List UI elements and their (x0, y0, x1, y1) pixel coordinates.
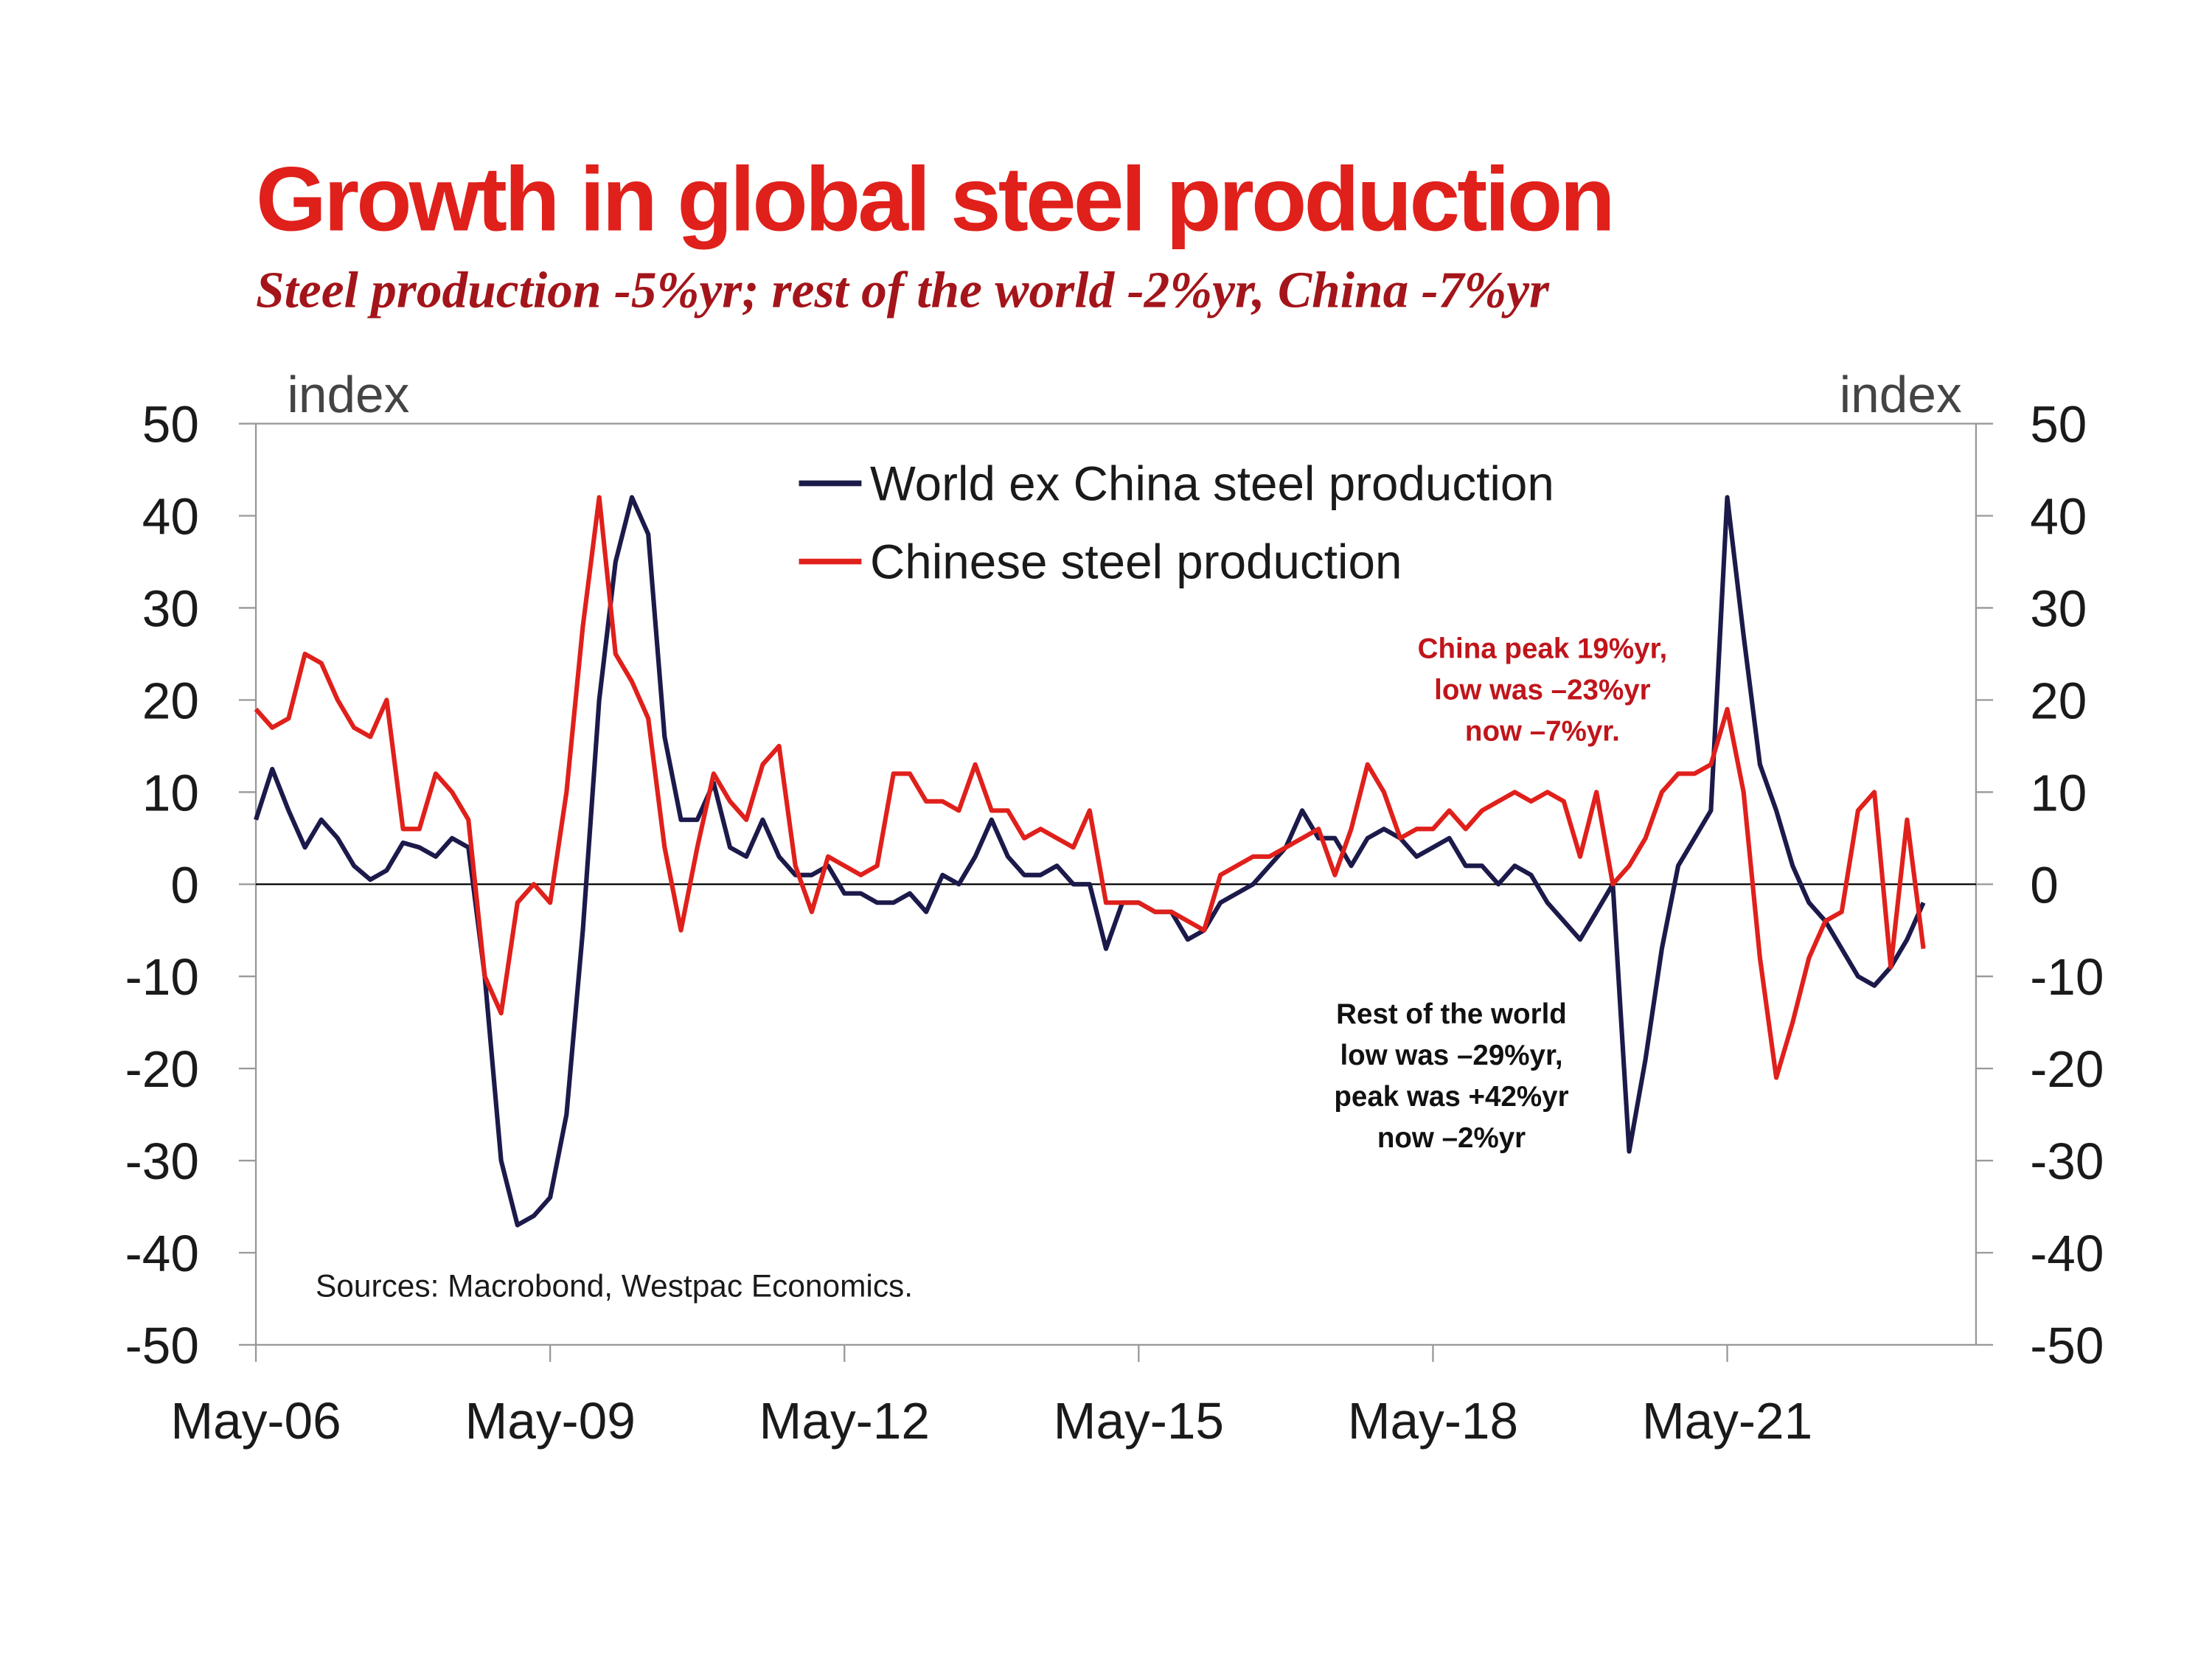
y-tick-label: 0 (170, 856, 199, 914)
y2-tick-label: -30 (2030, 1133, 2104, 1190)
legend-label: Chinese steel production (870, 535, 1402, 589)
series-line (254, 495, 1926, 1080)
y2-tick-label: 50 (2030, 396, 2087, 453)
legend-label: World ex China steel production (870, 457, 1554, 511)
y-tick-label: -30 (125, 1133, 199, 1190)
annotation: Rest of the world (1336, 998, 1567, 1030)
y-tick-label: -20 (125, 1040, 199, 1098)
y-tick-label: 10 (142, 764, 199, 821)
y-tick-label: -50 (125, 1317, 199, 1374)
y2-tick-label: 40 (2030, 488, 2087, 546)
source-note: Sources: Macrobond, Westpac Economics. (316, 1268, 913, 1303)
annotation: China peak 19%yr, (1418, 633, 1668, 665)
y2-tick-label: 10 (2030, 764, 2087, 821)
y2-tick-label: 20 (2030, 672, 2087, 729)
annotation: low was –23%yr (1434, 675, 1651, 706)
chart-subtitle: Steel production -5%yr; rest of the worl… (256, 262, 1550, 319)
y-tick-label: 40 (142, 488, 199, 546)
y2-tick-label: -50 (2030, 1317, 2104, 1374)
x-tick-label: May-18 (1348, 1392, 1518, 1450)
y2-tick-label: 0 (2030, 856, 2059, 914)
annotation: peak was +42%yr (1334, 1081, 1568, 1113)
y2-axis-label: index (1840, 366, 1962, 423)
annotation: now –7%yr. (1465, 715, 1620, 747)
y-tick-label: 50 (142, 396, 199, 453)
y2-tick-label: -20 (2030, 1040, 2104, 1098)
y2-tick-label: -10 (2030, 948, 2104, 1006)
x-tick-label: May-06 (170, 1392, 341, 1450)
y-tick-label: 30 (142, 580, 199, 637)
y2-tick-label: -40 (2030, 1225, 2104, 1282)
x-tick-label: May-09 (465, 1392, 635, 1450)
y-tick-label: 20 (142, 672, 199, 729)
x-tick-label: May-12 (759, 1392, 930, 1450)
y-tick-label: -40 (125, 1225, 199, 1282)
y-tick-label: -10 (125, 948, 199, 1006)
x-tick-label: May-21 (1642, 1392, 1812, 1450)
y-axis-label: index (287, 366, 409, 423)
y2-tick-label: 30 (2030, 580, 2087, 637)
annotation: low was –29%yr, (1340, 1040, 1562, 1071)
series-line (254, 495, 1926, 1228)
chart-title: Growth in global steel production (256, 148, 1613, 250)
x-tick-label: May-15 (1054, 1392, 1224, 1450)
annotation: now –2%yr (1377, 1122, 1526, 1154)
